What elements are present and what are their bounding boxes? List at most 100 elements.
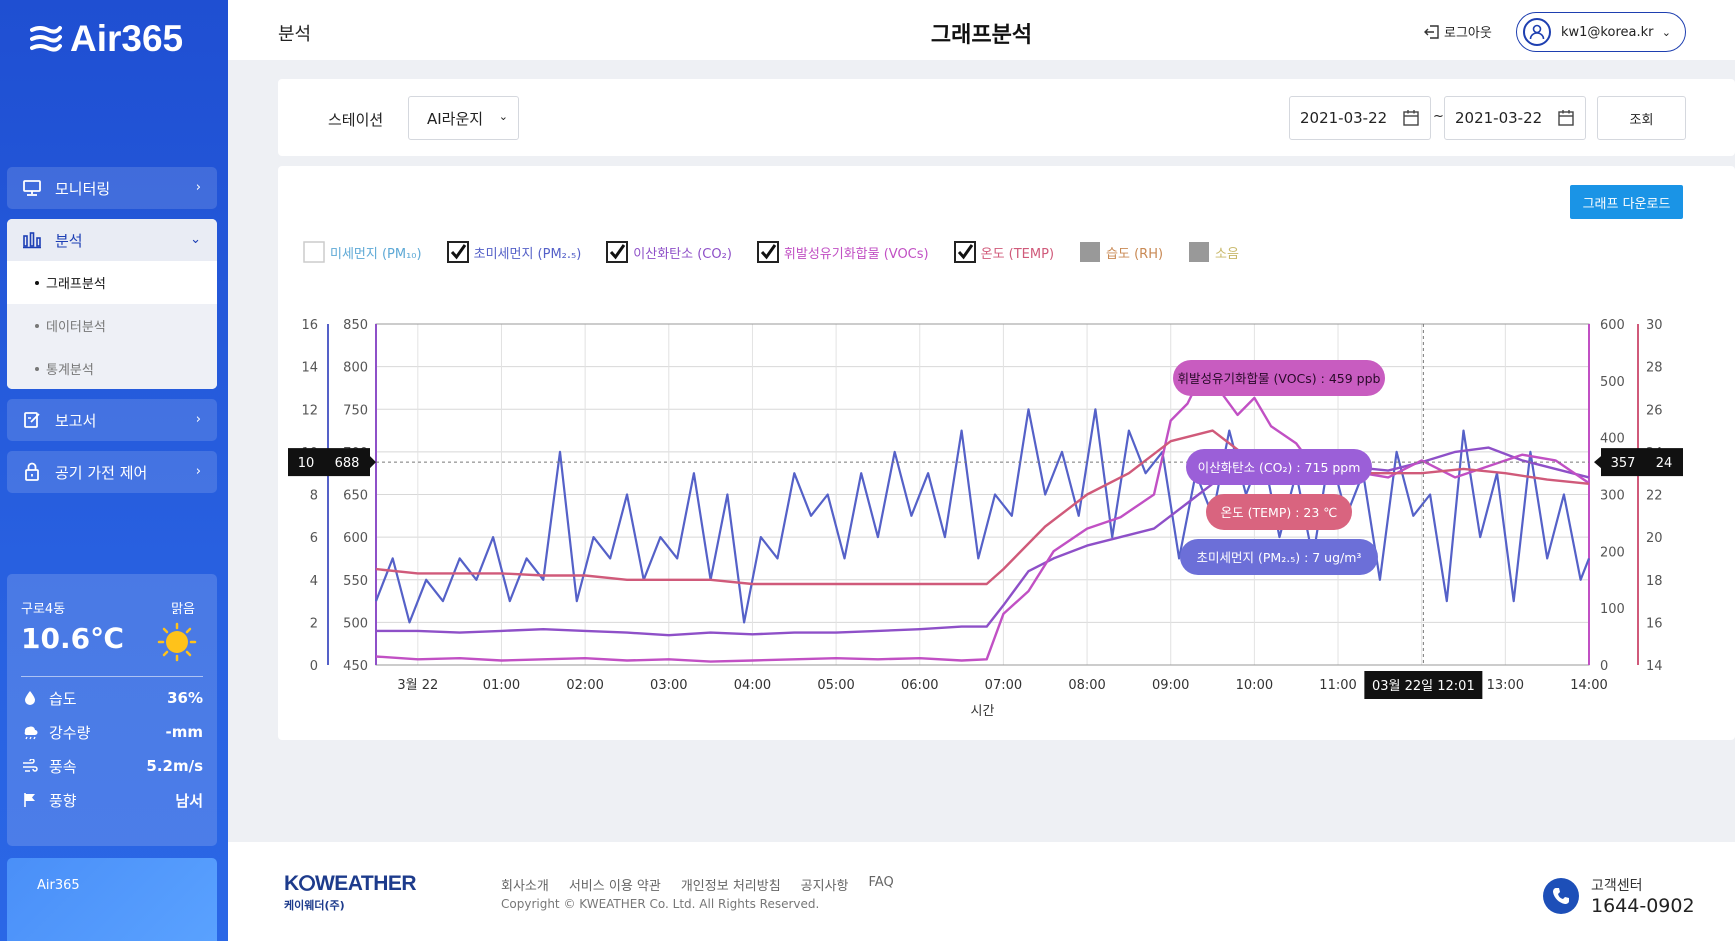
- weather-row-label: 풍속: [49, 757, 77, 776]
- series-line-vocs: [375, 368, 1590, 663]
- axis-vocs-tick-label: 300: [1600, 489, 1625, 504]
- axis-co2-tick-label: 450: [343, 659, 368, 674]
- tooltip-bubble: [1186, 449, 1372, 485]
- logout-button[interactable]: 로그아웃: [1423, 22, 1492, 41]
- wind-icon: [21, 759, 39, 773]
- weather-row-wind-direction: 풍향 남서: [21, 788, 203, 812]
- date-from-input[interactable]: 2021-03-22: [1289, 96, 1431, 140]
- sun-icon: [157, 622, 197, 662]
- sidebar-subitem-data-analysis[interactable]: 데이터분석: [7, 304, 217, 347]
- weather-row-rainfall: 강수량 -mm: [21, 720, 203, 744]
- x-tick-label: 06:00: [901, 678, 938, 693]
- axis-temp-tick-label: 20: [1646, 531, 1663, 546]
- sidebar-subitem-statistics-analysis[interactable]: 통계분석: [7, 347, 217, 389]
- legend-item[interactable]: 습도 (RH): [1078, 240, 1163, 264]
- top-header: 분석 그래프분석 로그아웃 kw1@korea.kr ⌄: [228, 0, 1735, 60]
- app-logo-text: Air365: [70, 18, 184, 59]
- axis-vocs-tick-label: 600: [1600, 318, 1625, 333]
- axis-temp-tick-label: 16: [1646, 616, 1663, 631]
- customer-center-label: 고객센터: [1591, 878, 1643, 894]
- weather-row-value: 남서: [175, 791, 203, 810]
- checkbox-icon[interactable]: [1187, 240, 1211, 264]
- checkbox-checked-icon[interactable]: [605, 240, 629, 264]
- tooltip-text: 온도 (TEMP) : 23 ℃: [1221, 505, 1338, 520]
- date-separator: ~: [1433, 109, 1444, 124]
- checkbox-checked-icon[interactable]: [953, 240, 977, 264]
- checkbox-checked-icon[interactable]: [756, 240, 780, 264]
- sidebar-item-report[interactable]: 보고서 ›: [7, 399, 217, 441]
- axis-co2-tick-label: 600: [343, 531, 368, 546]
- crosshair-co2-readout: 688: [335, 456, 360, 471]
- user-email: kw1@korea.kr: [1561, 24, 1654, 40]
- tooltip-text: 휘발성유기화합물 (VOCs) : 459 ppb: [1178, 371, 1381, 386]
- footer-link-privacy[interactable]: 개인정보 처리방침: [680, 879, 781, 894]
- sidebar-item-label: 분석: [55, 231, 83, 250]
- axis-pm25-tick-label: 4: [310, 574, 318, 589]
- station-select[interactable]: AI라운지 ⌄: [408, 96, 519, 140]
- legend-item[interactable]: 미세먼지 (PM₁₀): [302, 240, 422, 264]
- sidebar-item-monitoring[interactable]: 모니터링 ›: [7, 167, 217, 209]
- axis-pm25-tick-label: 16: [301, 318, 318, 333]
- date-to-value: 2021-03-22: [1455, 109, 1543, 127]
- footer-brand: K⭘WEATHER: [284, 872, 417, 895]
- sidebar-item-analysis[interactable]: 분석 ⌄: [7, 219, 217, 261]
- legend-item[interactable]: 초미세먼지 (PM₂.₅): [446, 240, 582, 264]
- chevron-down-icon: ⌄: [498, 110, 508, 123]
- checkbox-checked-icon[interactable]: [446, 240, 470, 264]
- footer-link-faq[interactable]: FAQ: [868, 875, 894, 890]
- axis-pm25-tick-label: 2: [310, 616, 318, 631]
- legend-label: 소음: [1215, 246, 1239, 262]
- drop-icon: [21, 690, 39, 706]
- footer-link-notice[interactable]: 공지사항: [800, 879, 849, 894]
- chart-panel: 0246810121416450500550600650700750800850…: [278, 166, 1735, 740]
- chevron-down-icon: ⌄: [1661, 25, 1671, 39]
- sidebar-subitem-graph-analysis[interactable]: 그래프분석: [7, 261, 217, 304]
- date-to-input[interactable]: 2021-03-22: [1444, 96, 1586, 140]
- legend-item[interactable]: 이산화탄소 (CO₂): [605, 240, 732, 264]
- series-line-pm25: [374, 408, 1591, 624]
- legend-label: 초미세먼지 (PM₂.₅): [473, 246, 582, 262]
- crosshair-left-readout-box: [288, 448, 370, 477]
- sidebar-item-appliance-control[interactable]: 공기 가전 제어 ›: [7, 451, 217, 493]
- footer-logo[interactable]: K⭘WEATHER 케이웨더(주): [284, 872, 417, 913]
- calendar-icon: [1403, 110, 1419, 126]
- graph-download-button[interactable]: 그래프 다운로드: [1570, 185, 1683, 219]
- search-button[interactable]: 조회: [1597, 96, 1686, 140]
- x-tick-label: 07:00: [985, 678, 1022, 693]
- sidebar-item-label: 공기 가전 제어: [55, 463, 148, 482]
- promo-title: Air365: [37, 878, 80, 893]
- checkbox-icon[interactable]: [302, 240, 326, 264]
- axis-co2-tick-label: 500: [343, 616, 368, 631]
- bullet-icon: [35, 323, 39, 328]
- axis-pm25-tick-label: 14: [301, 361, 318, 376]
- axis-pm25-tick-label: 0: [310, 659, 318, 674]
- legend-item[interactable]: 휘발성유기화합물 (VOCs): [756, 240, 929, 264]
- tooltip-text: 초미세먼지 (PM₂.₅) : 7 ug/m³: [1197, 550, 1362, 565]
- crosshair-x-label-box: [1364, 671, 1483, 699]
- lock-icon: [21, 461, 43, 483]
- axis-co2-tick-label: 550: [343, 574, 368, 589]
- bullet-icon: [35, 366, 39, 371]
- weather-row-label: 강수량: [49, 723, 91, 742]
- x-tick-label: 11:00: [1319, 678, 1356, 693]
- crosshair-right-readout-pointer: [1594, 456, 1601, 469]
- legend-item[interactable]: 온도 (TEMP): [953, 240, 1054, 264]
- footer-link-company[interactable]: 회사소개: [501, 879, 549, 894]
- app-logo[interactable]: Air365: [30, 18, 183, 60]
- crosshair-right-readout-box: [1601, 448, 1683, 477]
- legend-label: 미세먼지 (PM₁₀): [330, 246, 422, 262]
- rain-icon: [21, 724, 39, 740]
- checkbox-icon[interactable]: [1078, 240, 1102, 264]
- weather-row-label: 풍향: [49, 791, 77, 810]
- x-tick-label: 08:00: [1068, 678, 1105, 693]
- report-edit-icon: [21, 409, 43, 431]
- footer-link-terms[interactable]: 서비스 이용 약관: [568, 879, 661, 894]
- logout-icon: [1424, 24, 1439, 39]
- crosshair-left-readout-pointer: [370, 456, 376, 469]
- legend-item[interactable]: 소음: [1187, 240, 1239, 264]
- axis-pm25-tick-label: 6: [310, 531, 318, 546]
- user-menu-button[interactable]: kw1@korea.kr ⌄: [1516, 12, 1686, 52]
- legend-label: 온도 (TEMP): [980, 246, 1055, 262]
- promo-card[interactable]: Air365: [7, 858, 217, 941]
- logo-waves-icon: [30, 26, 62, 52]
